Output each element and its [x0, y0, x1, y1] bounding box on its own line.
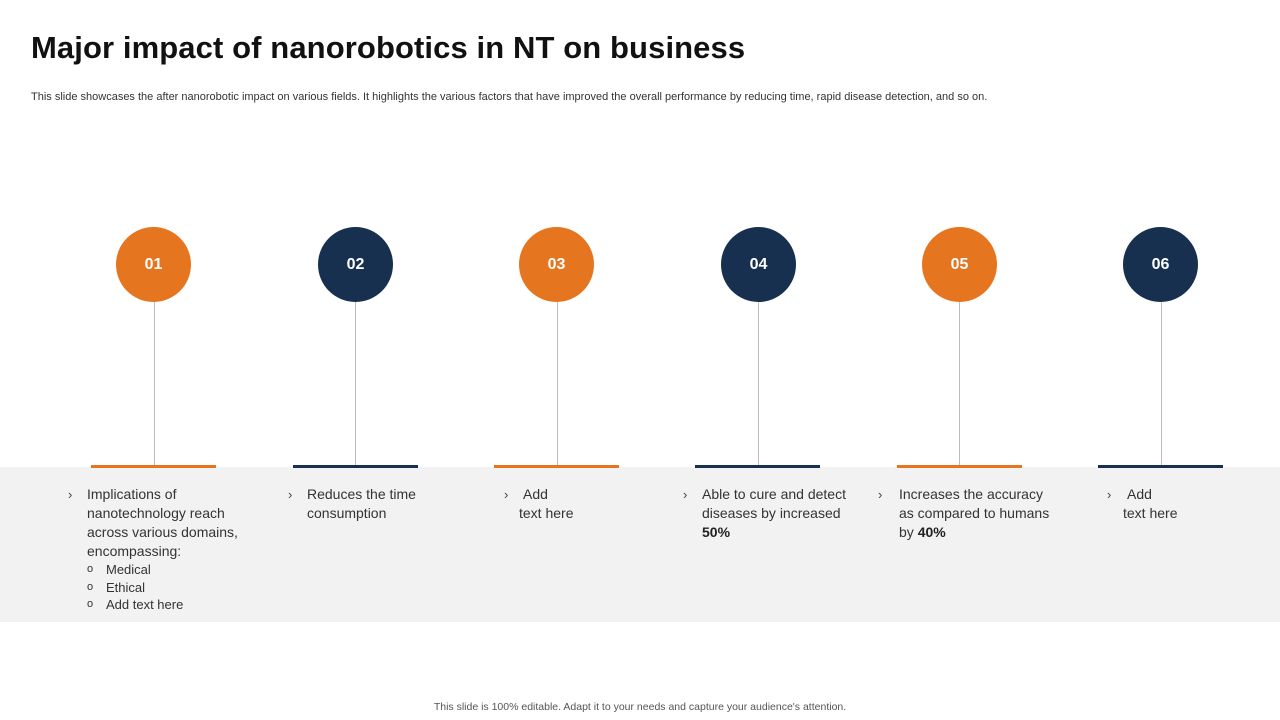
step-stem-03 [557, 302, 558, 465]
step-bar-01 [91, 465, 216, 468]
step-number-02: 02 [346, 255, 365, 273]
step-bar-04 [695, 465, 820, 468]
step-text-03-line2: text here [519, 505, 574, 521]
sub-item: o Medical [87, 562, 151, 577]
step-bar-02 [293, 465, 418, 468]
step-text-01: Implications of nanotechnology reach acr… [87, 486, 238, 559]
step-description-04: › Able to cure and detect diseases by in… [683, 485, 848, 542]
sub-list: o Medical o Ethical o Add text here [87, 561, 243, 614]
step-number-01: 01 [144, 255, 163, 273]
sub-item: o Add text here [87, 597, 184, 612]
step-bar-06 [1098, 465, 1223, 468]
page-subtitle: This slide showcases the after nanorobot… [31, 91, 988, 103]
circle-bullet-icon: o [87, 580, 94, 593]
step-text-02: Reduces the time consumption [307, 486, 416, 521]
step-stem-02 [355, 302, 356, 465]
step-circle-01: 01 [116, 227, 191, 302]
step-circle-04: 04 [721, 227, 796, 302]
chevron-icon: › [683, 487, 688, 502]
chevron-icon: › [878, 487, 883, 502]
step-circle-03: 03 [519, 227, 594, 302]
circle-bullet-icon: o [87, 563, 94, 575]
step-circle-02: 02 [318, 227, 393, 302]
chevron-icon: › [288, 487, 293, 502]
step-text-04: Able to cure and detect diseases by incr… [702, 486, 846, 540]
step-text-05: Increases the accuracy as compared to hu… [899, 486, 1050, 540]
step-description-01: › Implications of nanotechnology reach a… [68, 485, 243, 614]
chevron-icon: › [1107, 487, 1112, 502]
step-description-03: › Add text here [504, 485, 624, 523]
page-title: Major impact of nanorobotics in NT on bu… [31, 30, 746, 65]
step-text-06-line1: Add [1127, 486, 1152, 502]
footer-note: This slide is 100% editable. Adapt it to… [433, 701, 847, 713]
step-bar-03 [494, 465, 619, 468]
step-number-04: 04 [749, 255, 768, 273]
step-description-02: › Reduces the time consumption [288, 485, 438, 523]
description-band [0, 467, 1280, 622]
step-stem-05 [959, 302, 960, 465]
step-number-05: 05 [950, 255, 969, 273]
step-highlight-05: 40% [917, 524, 946, 540]
step-description-06: › Add text here [1107, 485, 1227, 523]
circle-bullet-icon: o [87, 598, 94, 610]
chevron-icon: › [504, 487, 509, 502]
step-number-03: 03 [547, 255, 566, 273]
step-description-05: › Increases the accuracy as compared to … [878, 485, 1053, 542]
step-circle-05: 05 [922, 227, 997, 302]
sub-item: o Ethical [87, 579, 146, 595]
step-text-06-line2: text here [1123, 505, 1178, 521]
step-bar-05 [897, 465, 1022, 468]
step-stem-06 [1161, 302, 1162, 465]
step-text-03-line1: Add [523, 486, 548, 502]
step-circle-06: 06 [1123, 227, 1198, 302]
step-number-06: 06 [1151, 255, 1170, 273]
chevron-icon: › [68, 487, 73, 502]
step-stem-01 [154, 302, 155, 465]
step-stem-04 [758, 302, 759, 465]
step-highlight-04: 50% [702, 524, 731, 540]
